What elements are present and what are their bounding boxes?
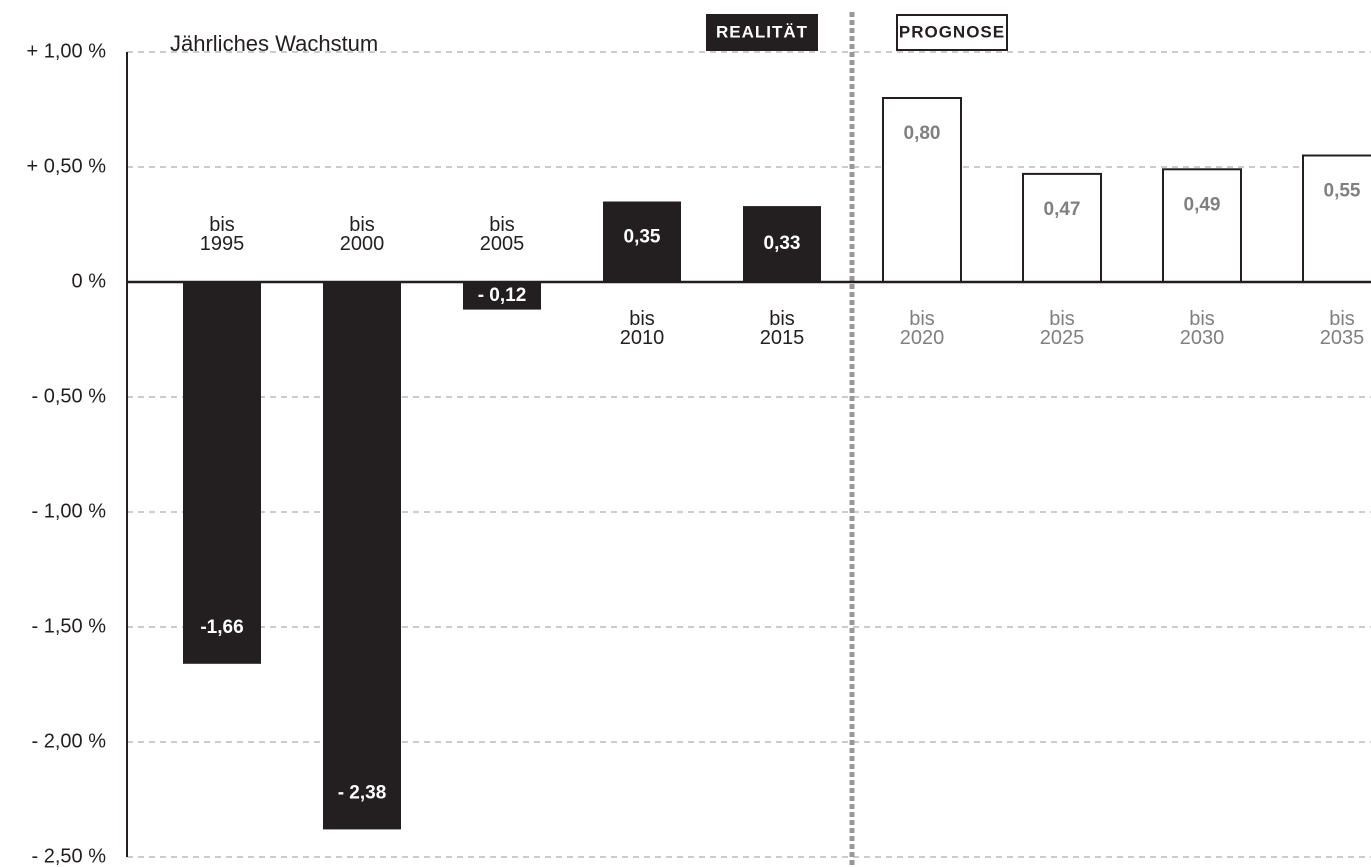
bar <box>882 97 962 283</box>
value-label: 0,47 <box>1044 199 1081 220</box>
bar <box>183 282 261 664</box>
y-tick-label: - 1,00 % <box>32 500 107 522</box>
value-label: 0,35 <box>624 227 661 248</box>
x-tick-label: bis 2000 <box>339 214 385 255</box>
value-label: -1,66 <box>200 617 243 638</box>
y-tick-label: + 0,50 % <box>26 155 106 177</box>
legend-label: REALITÄT <box>716 22 808 41</box>
x-tick-label: bis 2010 <box>619 308 665 349</box>
x-tick-label: bis 1995 <box>199 214 245 255</box>
x-tick-label: bis 2015 <box>759 308 805 349</box>
bar <box>1302 154 1371 283</box>
value-label: 0,80 <box>904 123 941 144</box>
bar <box>1022 172 1102 283</box>
value-label: 0,33 <box>764 233 801 254</box>
y-tick-label: - 2,50 % <box>32 845 107 867</box>
bar <box>463 282 541 310</box>
y-tick-label: + 1,00 % <box>26 40 106 62</box>
x-tick-label: bis 2025 <box>1039 308 1085 349</box>
legend-label: PROGNOSE <box>899 22 1005 41</box>
y-tick-label: - 2,00 % <box>32 730 107 752</box>
value-label: - 0,12 <box>478 285 527 306</box>
x-tick-label: bis 2030 <box>1179 308 1225 349</box>
legend-box <box>706 14 818 51</box>
x-tick-label: bis 2020 <box>899 308 945 349</box>
value-label: 0,55 <box>1324 181 1361 202</box>
bar <box>603 201 681 282</box>
value-label: 0,49 <box>1184 194 1221 215</box>
legend-box <box>896 14 1008 51</box>
bar <box>1162 168 1242 283</box>
y-tick-label: - 1,50 % <box>32 615 107 637</box>
y-tick-label: - 0,50 % <box>32 385 107 407</box>
x-tick-label: bis 2005 <box>479 214 525 255</box>
x-tick-label: bis 2035 <box>1319 308 1365 349</box>
value-label: - 2,38 <box>338 782 387 803</box>
bar <box>743 206 821 282</box>
bar <box>323 282 401 830</box>
y-tick-label: 0 % <box>72 270 107 292</box>
